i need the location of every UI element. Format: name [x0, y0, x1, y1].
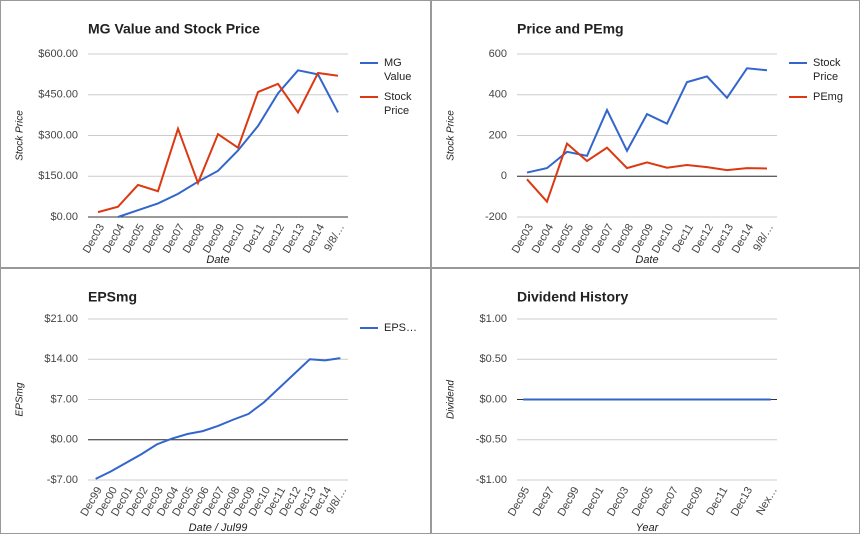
y-tick-label: $450.00 — [38, 89, 78, 101]
x-tick-label: Dec07 — [655, 485, 681, 519]
legend: Stock Price PEmg — [789, 56, 853, 104]
legend-entry: Stock Price — [360, 90, 424, 118]
y-tick-label: $0.00 — [479, 393, 507, 405]
legend-entry: EPS… — [360, 321, 424, 335]
legend-swatch — [789, 96, 807, 98]
y-tick-label: $0.00 — [50, 211, 78, 223]
legend-entry: PEmg — [789, 90, 853, 104]
y-tick-label: $0.50 — [479, 353, 507, 365]
x-tick-label: Dec95 — [506, 485, 532, 519]
x-tick-label: Dec05 — [630, 485, 656, 519]
legend-swatch — [360, 327, 378, 329]
x-axis-label: Year — [636, 522, 660, 534]
x-tick-label: Dec09 — [679, 485, 705, 519]
series-line — [97, 71, 339, 214]
x-tick-label: Dec13 — [729, 485, 755, 519]
series-line — [117, 69, 339, 218]
y-tick-label: 600 — [489, 48, 507, 60]
x-tick-label: Dec99 — [556, 485, 582, 519]
legend-label: EPS… — [384, 322, 418, 334]
y-tick-label: $14.00 — [44, 353, 78, 365]
chart-title: EPSmg — [88, 289, 137, 305]
y-tick-label: $1.00 — [479, 313, 507, 325]
legend: MG Value Stock Price — [360, 56, 424, 118]
y-tick-label: $21.00 — [44, 313, 78, 325]
legend-label: MG Value — [384, 57, 412, 83]
y-axis-label: EPSmg — [15, 382, 26, 416]
y-tick-label: $150.00 — [38, 170, 78, 182]
y-tick-label: 400 — [489, 89, 507, 101]
legend-label: Stock Price — [813, 57, 841, 83]
legend-entry: MG Value — [360, 56, 424, 84]
legend-swatch — [360, 62, 378, 64]
legend-label: PEmg — [813, 91, 843, 103]
y-tick-label: -$0.50 — [476, 434, 507, 446]
x-tick-label: Dec11 — [705, 485, 731, 518]
y-tick-label: -$7.00 — [47, 474, 78, 486]
series-line — [95, 357, 341, 480]
legend: EPS… — [360, 321, 424, 335]
chart-title: MG Value and Stock Price — [88, 21, 260, 37]
y-tick-label: 200 — [489, 129, 507, 141]
legend-label: Stock Price — [384, 91, 412, 117]
x-tick-label: 9/8/… — [322, 222, 347, 253]
legend-entry: Stock Price — [789, 56, 853, 84]
x-tick-label: Nex… — [754, 485, 780, 517]
x-tick-label: Dec01 — [580, 485, 606, 519]
y-tick-label: 0 — [501, 170, 507, 182]
y-tick-label: $600.00 — [38, 48, 78, 60]
x-axis-label: Date / Jul99 — [189, 522, 248, 534]
y-tick-label: $0.00 — [50, 434, 78, 446]
chart-title: Dividend History — [517, 289, 628, 305]
series-line — [526, 141, 768, 204]
chart-title: Price and PEmg — [517, 21, 624, 37]
y-tick-label: $7.00 — [50, 393, 78, 405]
panel — [0, 0, 431, 268]
y-tick-label: -$1.00 — [476, 474, 507, 486]
y-axis-label: Stock Price — [446, 110, 457, 161]
y-tick-label: -200 — [485, 211, 507, 223]
x-axis-label: Date — [206, 254, 229, 266]
y-axis-label: Dividend — [446, 380, 457, 419]
legend-swatch — [360, 96, 378, 98]
x-tick-label: Dec03 — [605, 485, 631, 519]
x-tick-label: 9/8/… — [751, 222, 776, 253]
legend-swatch — [789, 62, 807, 64]
series-line — [526, 67, 768, 174]
x-axis-label: Date — [635, 254, 658, 266]
x-tick-label: Dec97 — [531, 485, 557, 519]
y-tick-label: $300.00 — [38, 129, 78, 141]
y-axis-label: Stock Price — [15, 110, 26, 161]
